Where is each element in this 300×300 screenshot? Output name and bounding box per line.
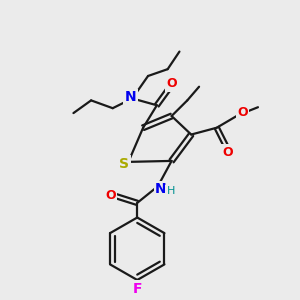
- Text: N: N: [124, 91, 136, 104]
- Text: O: O: [105, 189, 116, 202]
- Text: O: O: [166, 77, 177, 90]
- Text: O: O: [237, 106, 247, 118]
- Text: O: O: [222, 146, 233, 159]
- Text: F: F: [133, 282, 142, 296]
- Text: H: H: [167, 186, 175, 196]
- Text: S: S: [119, 157, 130, 171]
- Text: N: N: [155, 182, 166, 196]
